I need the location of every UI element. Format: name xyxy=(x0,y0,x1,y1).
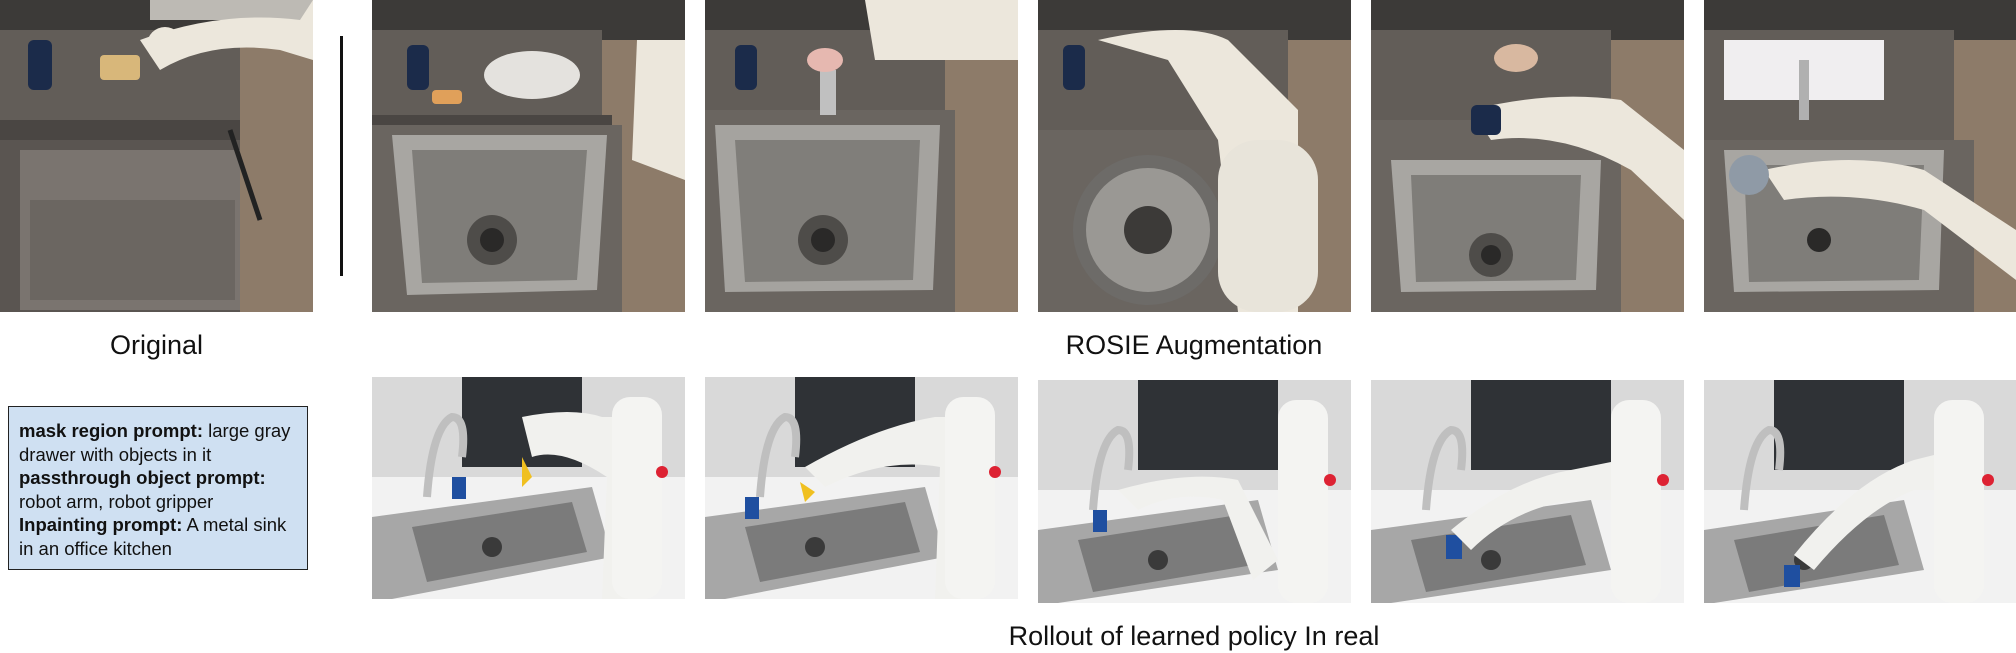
passthrough-prompt-label: passthrough object prompt: xyxy=(19,467,266,488)
augmented-image-2 xyxy=(705,0,1018,312)
rollout-image-2 xyxy=(705,377,1018,599)
inpaint-prompt: Inpainting prompt: A metal sink in an of… xyxy=(19,513,297,560)
rollout-image-3 xyxy=(1038,380,1351,603)
divider-line xyxy=(340,36,343,276)
augmented-image-5 xyxy=(1704,0,2016,312)
caption-rollout: Rollout of learned policy In real xyxy=(1008,621,1380,651)
augmented-image-3 xyxy=(1038,0,1351,312)
prompt-box: mask region prompt: large gray drawer wi… xyxy=(8,406,308,570)
mask-prompt: mask region prompt: large gray drawer wi… xyxy=(19,419,297,466)
passthrough-prompt-text: robot arm, robot gripper xyxy=(19,490,214,512)
augmented-image-4 xyxy=(1371,0,1684,312)
inpaint-prompt-label: Inpainting prompt: xyxy=(19,514,183,535)
passthrough-prompt: passthrough object prompt: robot arm, ro… xyxy=(19,466,297,513)
rollout-image-1 xyxy=(372,377,685,599)
caption-augmentation: ROSIE Augmentation xyxy=(1065,330,1323,360)
mask-prompt-text: large gray drawer with objects in it xyxy=(19,420,291,465)
augmented-image-1 xyxy=(372,0,685,312)
original-image xyxy=(0,0,313,312)
rollout-image-5 xyxy=(1704,380,2016,603)
mask-prompt-label: mask region prompt: xyxy=(19,420,203,441)
rollout-image-4 xyxy=(1371,380,1684,603)
inpaint-prompt-text: A metal sink in an office kitchen xyxy=(19,514,287,559)
caption-original: Original xyxy=(109,330,204,360)
